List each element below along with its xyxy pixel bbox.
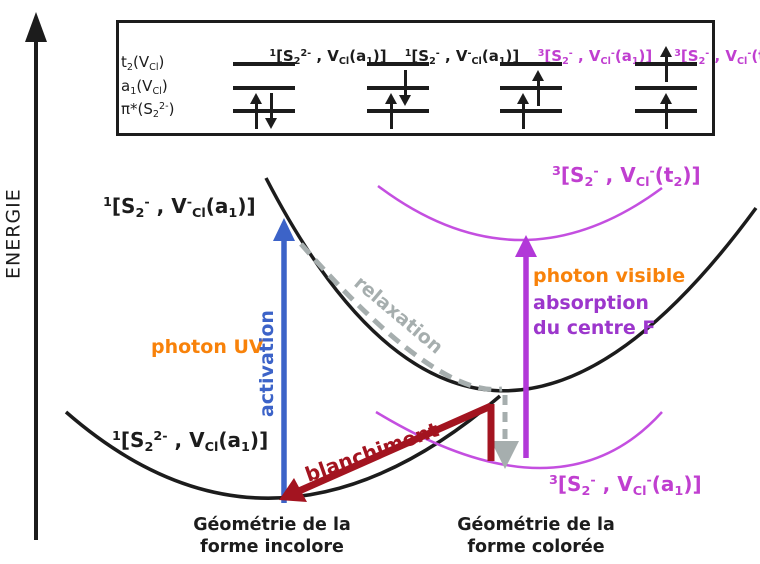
activation-label: activation — [255, 310, 278, 418]
config-header-singlet-excited: 1[S2- , V-Cl(a1)] — [404, 47, 520, 67]
level-line-t2 — [367, 62, 429, 66]
level-line-pi — [233, 109, 295, 113]
state-label-singlet-ground: 1[S22- , VCl(a1)] — [112, 428, 269, 455]
config-header-triplet-t2: 3[S2- , VCl-(t2)] — [674, 47, 760, 67]
bleaching-arrow-curve — [297, 402, 493, 495]
level-line-t2 — [500, 62, 562, 66]
config-col-2 — [500, 20, 562, 133]
config-col-3 — [635, 20, 697, 133]
ground-state-curve — [64, 394, 502, 500]
photon-visible-label: photon visible — [533, 265, 686, 287]
electron-up-arrow — [659, 46, 672, 82]
config-col-1 — [367, 20, 429, 133]
config-col-0 — [233, 20, 295, 133]
electron-down-arrow — [398, 70, 411, 106]
bleaching-arrowhead-icon — [279, 478, 307, 502]
electron-up-arrow — [659, 93, 672, 129]
orbital-label-pi: π*(S22-) — [121, 100, 175, 120]
excited-singlet-curve — [264, 177, 758, 393]
activation-arrowhead-icon — [273, 218, 295, 241]
config-header-triplet-a1: 3[S2- , VCl-(a1)] — [537, 47, 653, 67]
photon-uv-label: photon UV — [151, 336, 264, 358]
electron-down-arrow — [264, 93, 277, 129]
electron-up-arrow — [531, 70, 544, 106]
energy-axis-label: ENERGIE — [2, 188, 25, 279]
relaxation-dashed-curve — [299, 242, 503, 392]
level-line-a1 — [500, 86, 562, 90]
absorption-arrowhead-icon — [515, 235, 537, 257]
configuration-legend-box: 1[S22- , VCl(a1)] 1[S2- , V-Cl(a1)] 3[S2… — [116, 20, 760, 136]
state-label-triplet-t2: 3[S2- , VCl-(t2)] — [552, 163, 701, 190]
orbital-label-a1: a1(VCl) — [121, 77, 168, 97]
electron-up-arrow — [249, 93, 262, 129]
electron-up-arrow — [516, 93, 529, 129]
state-label-singlet-excited: 1[S2- , V-Cl(a1)] — [103, 194, 256, 221]
level-line-pi — [367, 109, 429, 113]
orbital-label-t2: t2(VCl) — [121, 53, 165, 73]
level-line-t2 — [233, 62, 295, 66]
energy-axis-arrowhead-icon — [25, 12, 47, 42]
electron-up-arrow — [384, 93, 397, 129]
triplet-t2-curve — [377, 185, 663, 242]
level-line-a1 — [367, 86, 429, 90]
geometry-colorless-label: Géométrie de la forme incolore — [193, 515, 351, 558]
level-line-a1 — [233, 86, 295, 90]
config-header-singlet-ground: 1[S22- , VCl(a1)] — [269, 47, 387, 67]
state-label-triplet-a1: 3[S2- , VCl-(a1)] — [549, 472, 702, 499]
relaxation-arrowhead-icon — [491, 441, 519, 469]
level-line-pi — [500, 109, 562, 113]
absorption-centre-f-label: absorption du centre F — [533, 292, 656, 340]
geometry-colored-label: Géométrie de la forme colorée — [457, 515, 615, 558]
level-line-a1 — [635, 86, 697, 90]
